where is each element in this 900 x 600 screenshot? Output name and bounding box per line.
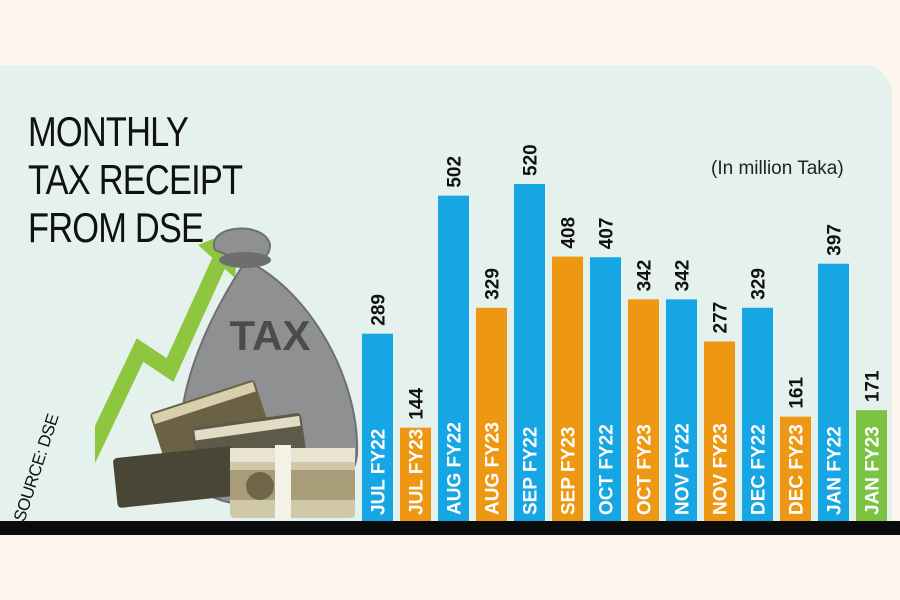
value-label: 342 xyxy=(673,260,694,292)
bar-nov-fy23 xyxy=(704,341,735,521)
bar-nov-fy22 xyxy=(666,299,697,521)
category-label: JUL FY23 xyxy=(407,429,428,515)
value-label: 161 xyxy=(787,377,808,409)
units-note: (In million Taka) xyxy=(711,158,844,179)
category-label: NOV FY23 xyxy=(711,423,732,515)
value-label: 520 xyxy=(521,144,542,176)
value-label: 342 xyxy=(635,260,656,292)
category-label: NOV FY22 xyxy=(673,423,694,515)
value-label: 144 xyxy=(407,388,428,420)
category-label: DEC FY23 xyxy=(787,424,808,515)
value-label: 329 xyxy=(483,268,504,300)
bar-aug-fy23 xyxy=(476,307,507,521)
bar-dec-fy22 xyxy=(742,307,773,521)
category-label: JAN FY22 xyxy=(825,426,846,515)
tax-bag-illustration: TAX xyxy=(95,227,359,520)
rising-arrow-icon xyxy=(95,256,228,464)
category-label: OCT FY23 xyxy=(635,424,656,515)
category-label: SEP FY22 xyxy=(521,427,542,515)
value-label: 329 xyxy=(749,268,770,300)
chart-baseline xyxy=(0,521,900,535)
bar-jan-fy22 xyxy=(818,263,849,521)
category-label: OCT FY22 xyxy=(597,424,618,515)
bar-jul-fy22 xyxy=(362,333,393,521)
category-label: SEP FY23 xyxy=(559,427,580,515)
bar-sep-fy23 xyxy=(552,256,583,521)
category-label: DEC FY22 xyxy=(749,424,770,515)
value-label: 502 xyxy=(445,156,466,188)
value-label: 289 xyxy=(369,294,390,326)
bar-oct-fy22 xyxy=(590,257,621,521)
bar-jul-fy23 xyxy=(400,427,431,521)
category-label: JUL FY22 xyxy=(369,429,390,515)
category-label: JAN FY23 xyxy=(863,426,884,515)
title-line-1: MONTHLY xyxy=(28,108,189,155)
value-label: 408 xyxy=(559,217,580,249)
bar-jan-fy23 xyxy=(856,410,887,521)
chart-title: MONTHLY TAX RECEIPT FROM DSE xyxy=(28,108,243,252)
value-label: 171 xyxy=(863,370,884,402)
bar-oct-fy23 xyxy=(628,299,659,521)
bar-aug-fy22 xyxy=(438,195,469,521)
bar-dec-fy23 xyxy=(780,416,811,521)
title-line-3: FROM DSE xyxy=(28,204,204,251)
value-label: 397 xyxy=(825,224,846,256)
category-label: AUG FY23 xyxy=(483,422,504,515)
bag-label: TAX xyxy=(230,312,311,359)
category-label: AUG FY22 xyxy=(445,422,466,515)
value-label: 407 xyxy=(597,218,618,250)
title-line-2: TAX RECEIPT xyxy=(28,156,243,203)
bar-sep-fy22 xyxy=(514,184,545,521)
banknote-stacks-icon xyxy=(113,380,355,520)
value-label: 277 xyxy=(711,302,732,334)
